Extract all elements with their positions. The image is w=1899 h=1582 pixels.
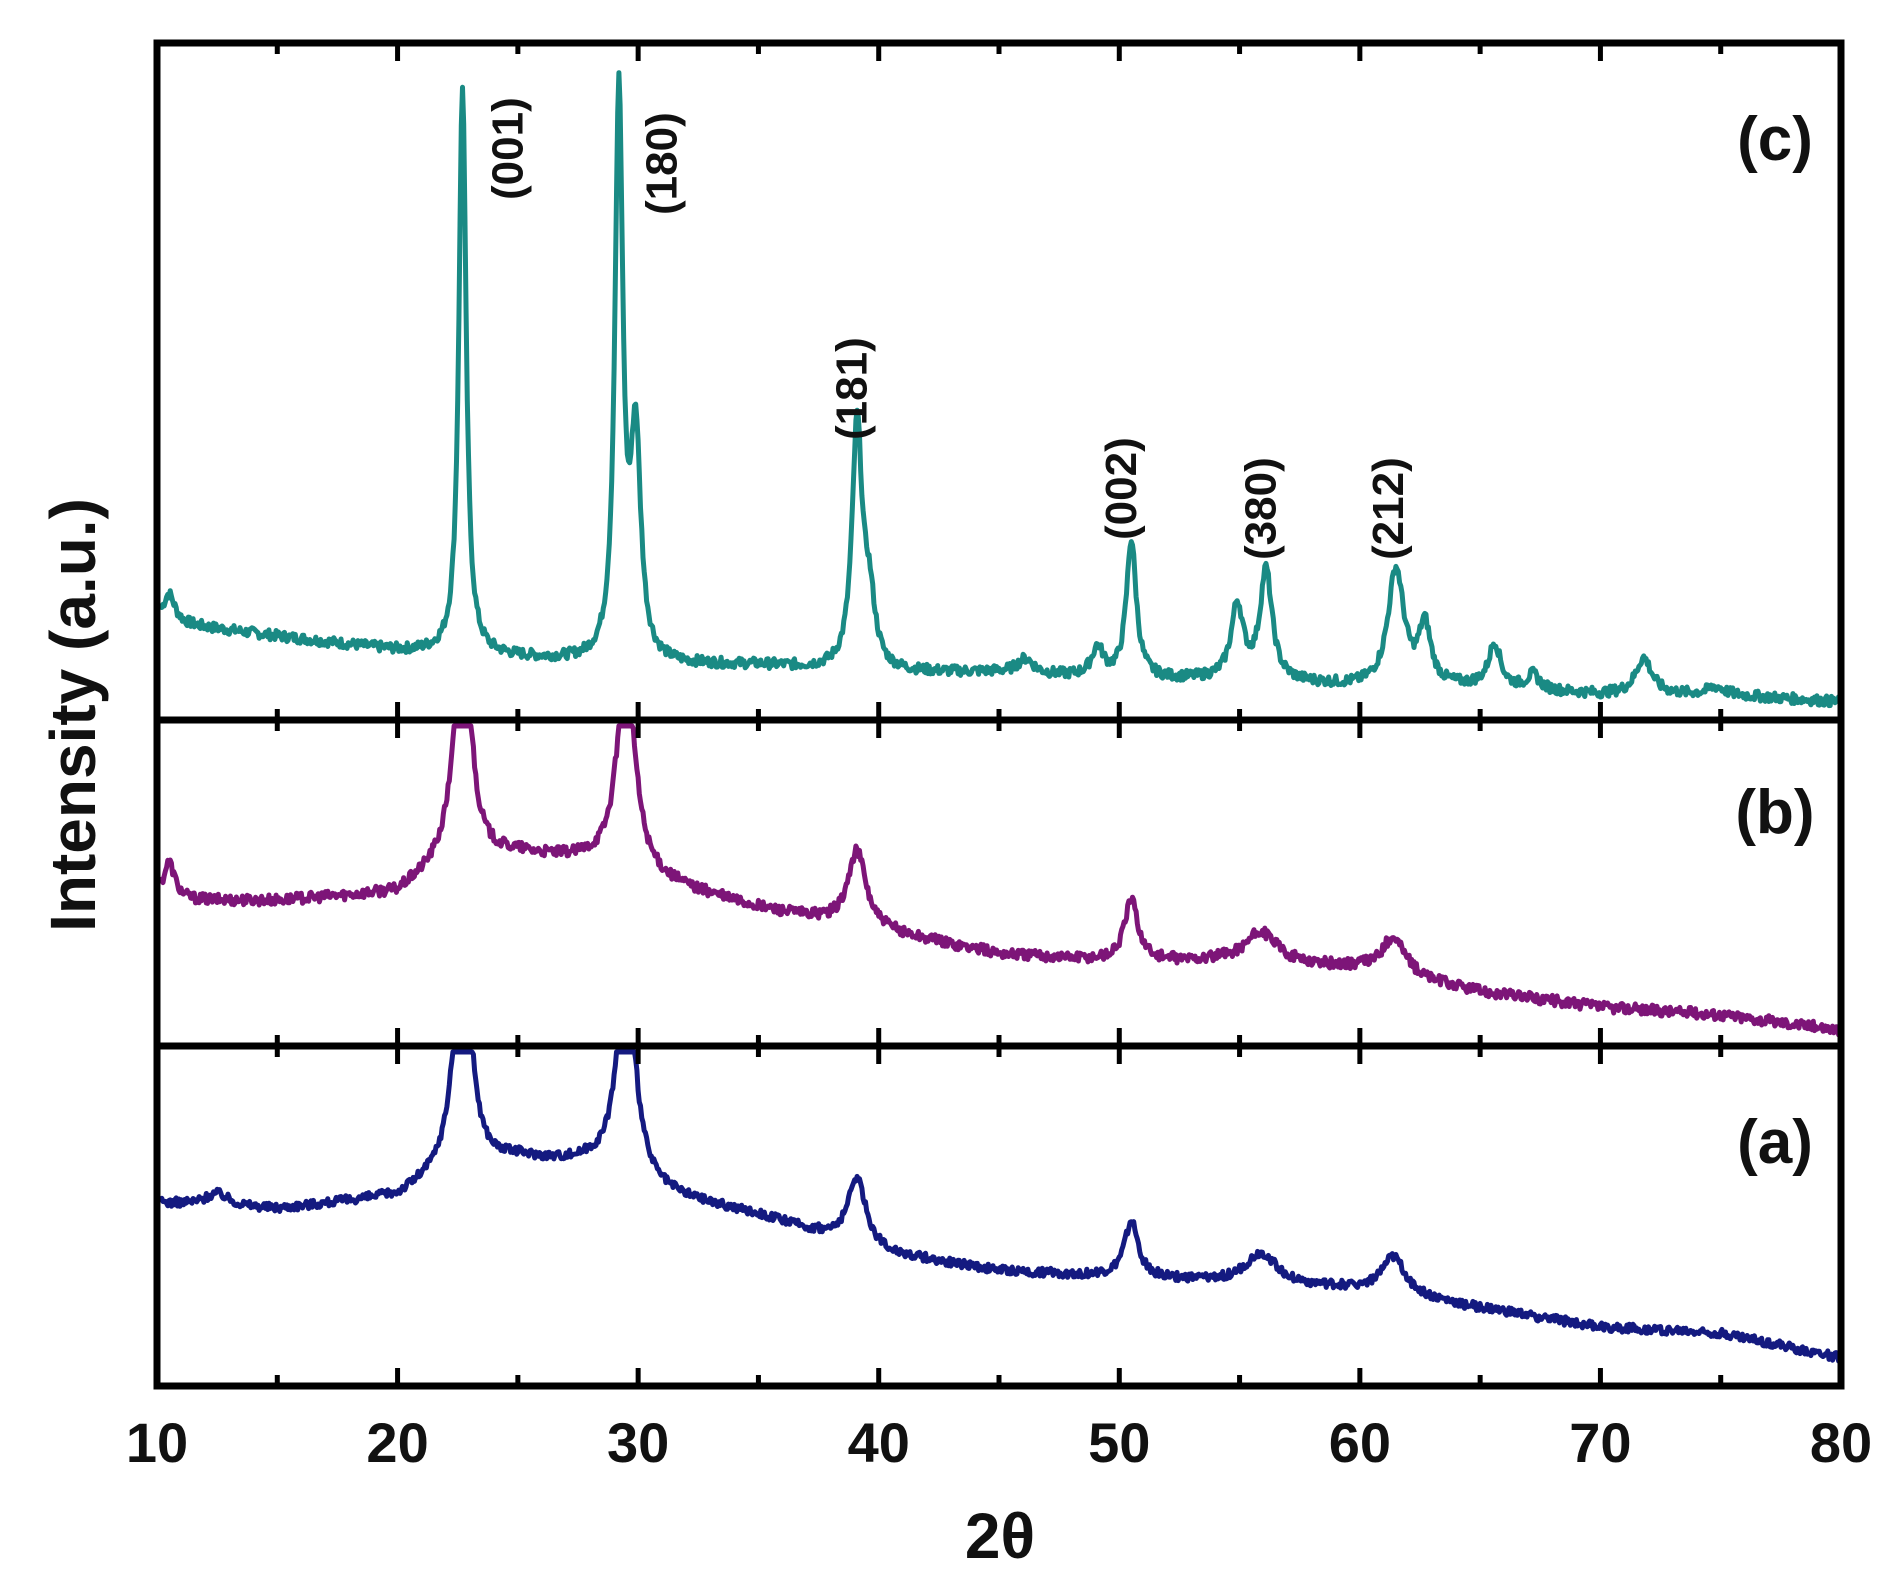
x-tick-label-80: 80 [1810,1411,1872,1474]
x-tick-label-50: 50 [1088,1411,1150,1474]
hkl-label-380: (380) [1237,457,1286,560]
x-tick-label-20: 20 [366,1411,428,1474]
x-tick-labels: 10 20 30 40 50 60 70 80 [126,1411,1872,1474]
x-tick-label-30: 30 [607,1411,669,1474]
x-tick-label-10: 10 [126,1411,188,1474]
hkl-label-212: (212) [1364,457,1413,560]
x-tick-label-60: 60 [1329,1411,1391,1474]
plot-frame [153,39,1845,1390]
hkl-label-181: (181) [828,337,877,440]
trace-b [159,723,1844,1038]
hkl-annotations: (001) (180) (181) (002) (380) (212) [484,97,1413,560]
x-axis-title: 2θ [965,1500,1035,1572]
hkl-label-180: (180) [638,112,687,215]
x-tick-label-70: 70 [1569,1411,1631,1474]
diffraction-traces [159,70,1844,1364]
panel-label-c: (c) [1737,105,1813,174]
trace-a [159,1049,1844,1364]
x-tick-label-40: 40 [848,1411,910,1474]
panel-label-b: (b) [1735,778,1814,847]
hkl-label-002: (002) [1097,437,1146,540]
trace-c [159,70,1844,709]
y-axis-title: Intensity (a.u.) [37,498,109,932]
hkl-label-001: (001) [484,97,533,200]
panel-label-a: (a) [1737,1108,1813,1177]
